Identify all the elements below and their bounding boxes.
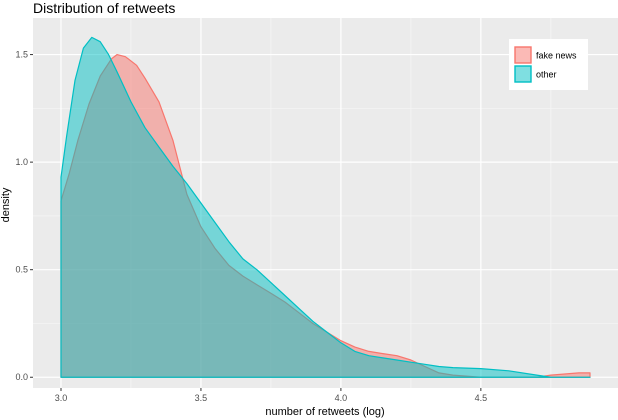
- y-tick-label: 0.0: [15, 372, 28, 382]
- x-tick-label: 4.5: [475, 393, 488, 403]
- x-tick-label: 4.0: [335, 393, 348, 403]
- legend-item-other: other: [514, 65, 557, 83]
- legend-item-fake-news: fake news: [514, 46, 577, 64]
- x-axis-title: number of retweets (log): [265, 406, 384, 418]
- chart-title: Distribution of retweets: [33, 0, 176, 16]
- y-tick-label: 0.5: [15, 265, 28, 275]
- legend-label: fake news: [536, 51, 577, 61]
- x-tick-label: 3.5: [195, 393, 208, 403]
- y-tick-label: 1.5: [15, 50, 28, 60]
- legend-swatch: [514, 65, 532, 83]
- x-tick-label: 3.0: [55, 393, 68, 403]
- legend: fake news other: [509, 39, 588, 90]
- legend-label: other: [536, 70, 557, 80]
- legend-swatch: [514, 46, 532, 64]
- y-axis-title: density: [0, 187, 12, 222]
- y-tick-label: 1.0: [15, 157, 28, 167]
- density-area-other: [60, 36, 591, 378]
- density-areas: [60, 36, 591, 378]
- y-axis: 0.0 0.5 1.0 1.5: [15, 50, 33, 382]
- x-axis: 3.0 3.5 4.0 4.5: [55, 388, 487, 403]
